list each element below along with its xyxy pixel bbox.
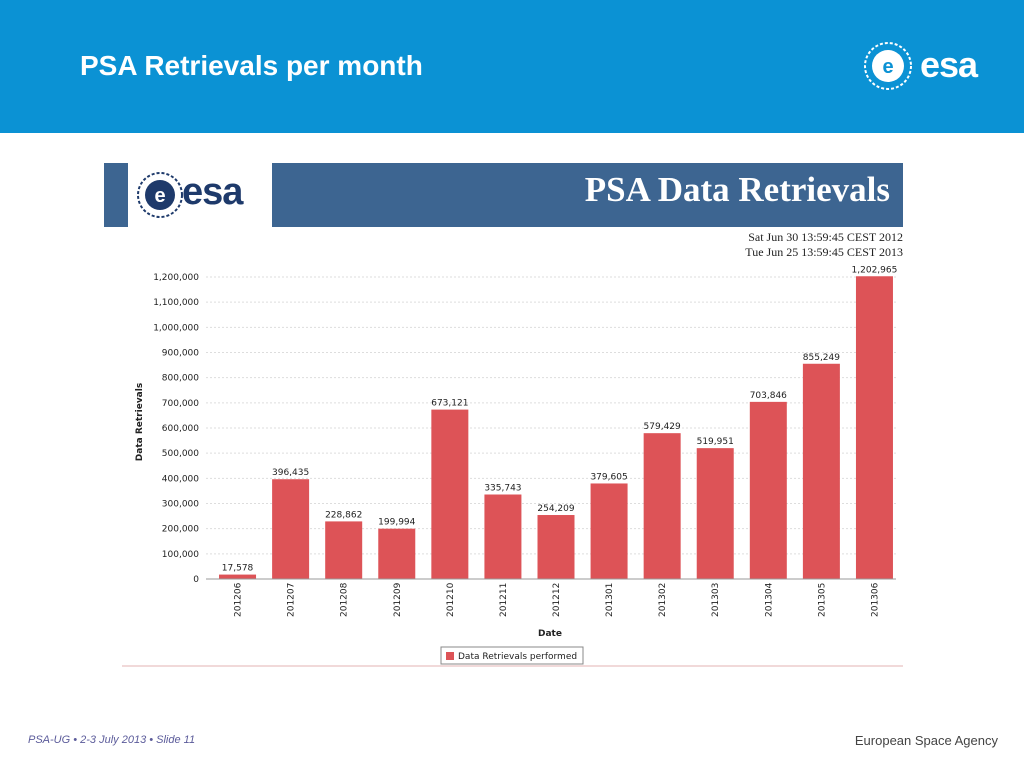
banner-esa-logo-icon: e — [137, 172, 183, 218]
data-label: 855,249 — [803, 353, 840, 363]
y-tick-label: 800,000 — [162, 374, 199, 384]
legend-swatch — [446, 652, 454, 660]
x-tick-label: 201206 — [234, 582, 244, 617]
x-tick-label: 201304 — [764, 582, 774, 617]
data-label: 1,202,965 — [852, 265, 898, 275]
bar — [802, 363, 840, 579]
y-tick-label: 400,000 — [162, 474, 199, 484]
data-label: 579,429 — [644, 422, 681, 432]
x-tick-label: 201306 — [870, 582, 880, 617]
y-tick-label: 200,000 — [162, 525, 199, 535]
y-tick-label: 300,000 — [162, 500, 199, 510]
bar — [431, 409, 469, 579]
bar — [378, 528, 416, 579]
bar-chart: 0 100,000 200,000 300,000 400,000 500,000 600,… — [122, 265, 903, 667]
x-tick-label: 201301 — [605, 583, 615, 617]
data-label: 335,743 — [484, 484, 521, 494]
y-tick-label: 100,000 — [162, 550, 199, 560]
esa-logo-icon: e — [864, 42, 912, 90]
x-tick-label: 201209 — [393, 582, 403, 617]
bar — [484, 494, 522, 579]
footer-agency: European Space Agency — [854, 733, 998, 748]
data-label: 519,951 — [697, 437, 734, 447]
bar — [537, 515, 575, 579]
bar — [643, 433, 681, 579]
bar — [749, 401, 787, 579]
data-label: 673,121 — [431, 399, 468, 409]
x-axis-label: Date — [538, 629, 562, 639]
legend: Data Retrievals performed — [440, 646, 584, 665]
legend-label: Data Retrievals performed — [458, 652, 577, 662]
y-tick-labels: 0 100,000 200,000 300,000 400,000 500,000 600,… — [153, 273, 199, 585]
y-tick-label: 0 — [193, 575, 199, 585]
y-tick-label: 700,000 — [162, 399, 199, 409]
svg-text:e: e — [154, 185, 165, 207]
x-tick-label: 201302 — [658, 583, 668, 617]
y-tick-label: 1,200,000 — [153, 273, 199, 283]
bar — [590, 483, 628, 579]
y-tick-label: 500,000 — [162, 449, 199, 459]
x-tick-labels: 201206 201207 201208 201209 201210 201211 2012… — [234, 582, 881, 617]
data-label: 228,862 — [325, 510, 362, 520]
y-axis-label: Data Retrievals — [135, 383, 145, 461]
bar — [325, 521, 363, 579]
x-tick-label: 201208 — [340, 582, 350, 617]
slide-header — [0, 0, 1024, 133]
data-label: 379,605 — [590, 472, 627, 482]
x-tick-label: 201303 — [711, 583, 721, 617]
date-from: Sat Jun 30 13:59:45 CEST 2012 — [748, 230, 903, 244]
x-tick-label: 201211 — [499, 583, 509, 617]
svg-text:e: e — [882, 56, 893, 78]
data-label: 396,435 — [272, 468, 309, 478]
header-logo-text: esa — [920, 44, 978, 85]
y-tick-label: 1,000,000 — [153, 323, 199, 333]
banner-logo-text: esa — [182, 171, 243, 213]
bar — [219, 574, 257, 579]
bar — [696, 448, 734, 579]
x-tick-label: 201212 — [552, 583, 562, 617]
bar — [855, 276, 893, 579]
x-tick-label: 201210 — [446, 582, 456, 617]
banner-title: PSA Data Retrievals — [584, 170, 890, 209]
bars: 17,578 396,435 228,862 199,994 673,121 335,74… — [219, 265, 897, 579]
footer-info: PSA-UG • 2-3 July 2013 • Slide 11 — [28, 734, 196, 746]
bar — [272, 479, 310, 579]
slide-title: PSA Retrievals per month — [80, 50, 423, 81]
data-label: 17,578 — [222, 564, 254, 574]
data-label: 254,209 — [537, 504, 574, 514]
y-tick-label: 900,000 — [162, 349, 199, 359]
y-tick-label: 1,100,000 — [153, 298, 199, 308]
y-tick-label: 600,000 — [162, 424, 199, 434]
data-label: 703,846 — [750, 391, 787, 401]
legend-frame — [440, 646, 584, 665]
x-tick-label: 201207 — [287, 583, 297, 617]
date-to: Tue Jun 25 13:59:45 CEST 2013 — [745, 245, 903, 259]
x-tick-label: 201305 — [817, 583, 827, 617]
data-label: 199,994 — [378, 518, 415, 528]
